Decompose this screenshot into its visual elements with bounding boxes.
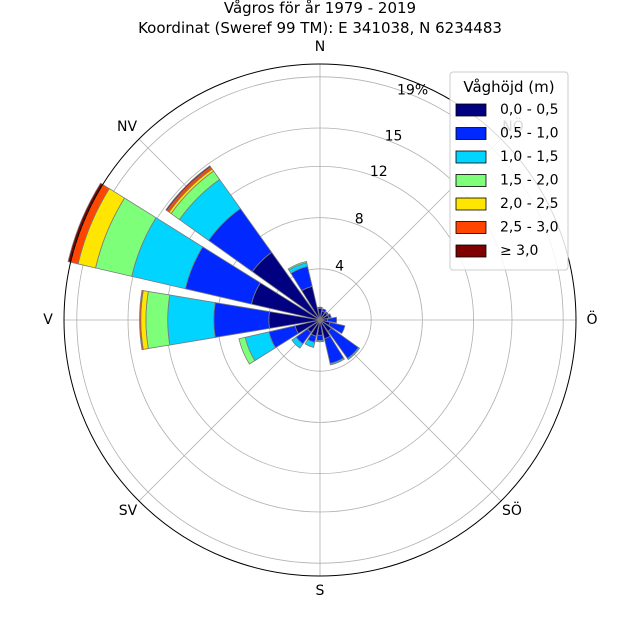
legend-swatch-0 xyxy=(455,103,487,117)
bar-V-5 xyxy=(139,289,144,351)
dir-label-e: Ö xyxy=(586,310,597,328)
bar-S-1 xyxy=(316,334,324,341)
dir-label-w: V xyxy=(43,312,53,328)
legend-label-4: 2,0 - 2,5 xyxy=(500,196,558,212)
bar-NNV-3 xyxy=(287,260,308,271)
bar-SV-2 xyxy=(291,336,304,349)
radial-tick-label-2: 12 xyxy=(370,164,388,180)
legend-label-3: 1,5 - 2,0 xyxy=(500,173,558,189)
polar-axes: 4 8 12 15 19% xyxy=(63,63,577,577)
bar-V-2 xyxy=(167,294,216,346)
legend-swatch-2 xyxy=(455,150,487,164)
legend-label-2: 1,0 - 1,5 xyxy=(500,149,558,165)
legend-swatch-4 xyxy=(455,197,487,211)
bar-NÖ-1 xyxy=(324,311,329,316)
dir-label-nw: NV xyxy=(117,119,137,135)
bar-NNÖ-1 xyxy=(321,308,327,313)
radial-tick-label-3: 15 xyxy=(385,129,403,145)
radial-tick-label-4: 19% xyxy=(397,82,428,98)
bar-VSV-3 xyxy=(238,336,256,365)
legend: Våghöjd (m) 0,0 - 0,5 0,5 - 1,0 1,0 - 1,5 1… xyxy=(449,71,569,271)
bar-ÖNÖ-1 xyxy=(327,313,332,319)
legend-label-1: 0,5 - 1,0 xyxy=(500,126,558,142)
bar-SSV-2 xyxy=(304,338,316,348)
bar-V-3 xyxy=(145,290,171,350)
bar-N-1 xyxy=(317,306,323,310)
chart-title: Vågros för år 1979 - 2019 xyxy=(224,0,416,17)
bar-NV-6 xyxy=(165,165,212,212)
dir-label-n: N xyxy=(315,39,325,55)
polar-frame xyxy=(63,63,577,577)
legend-label-6: ≥ 3,0 xyxy=(500,243,538,259)
chart-subtitle: Koordinat (Sweref 99 TM): E 341038, N 62… xyxy=(138,19,502,37)
legend-label-5: 2,5 - 3,0 xyxy=(500,220,558,236)
bars-group xyxy=(67,165,361,366)
grid-spoke-5 xyxy=(138,319,321,502)
legend-title: Våghöjd (m) xyxy=(463,78,554,96)
dir-label-se: SÖ xyxy=(502,501,522,519)
radial-tick-label-1: 8 xyxy=(355,211,364,227)
bar-SSÖ-2 xyxy=(329,357,345,366)
legend-box xyxy=(449,71,569,271)
radial-tick-label-0: 4 xyxy=(335,259,344,275)
legend-swatch-5 xyxy=(455,221,487,234)
bar-Ö-1 xyxy=(327,316,338,324)
legend-swatch-6 xyxy=(455,244,487,258)
legend-label-0: 0,0 - 0,5 xyxy=(500,102,558,118)
legend-items: 0,0 - 0,5 0,5 - 1,0 1,0 - 1,5 1,5 - 2,0 2,0 … xyxy=(455,102,558,259)
bar-SÖ-2 xyxy=(346,346,361,361)
dir-label-sw: SV xyxy=(119,503,138,519)
legend-swatch-3 xyxy=(455,174,487,187)
bar-ÖSÖ-1 xyxy=(328,321,346,335)
bar-S-2 xyxy=(315,339,325,343)
radial-tick-labels: 4 8 12 15 19% xyxy=(335,82,428,274)
legend-swatch-1 xyxy=(455,127,487,140)
dir-label-s: S xyxy=(316,583,325,599)
